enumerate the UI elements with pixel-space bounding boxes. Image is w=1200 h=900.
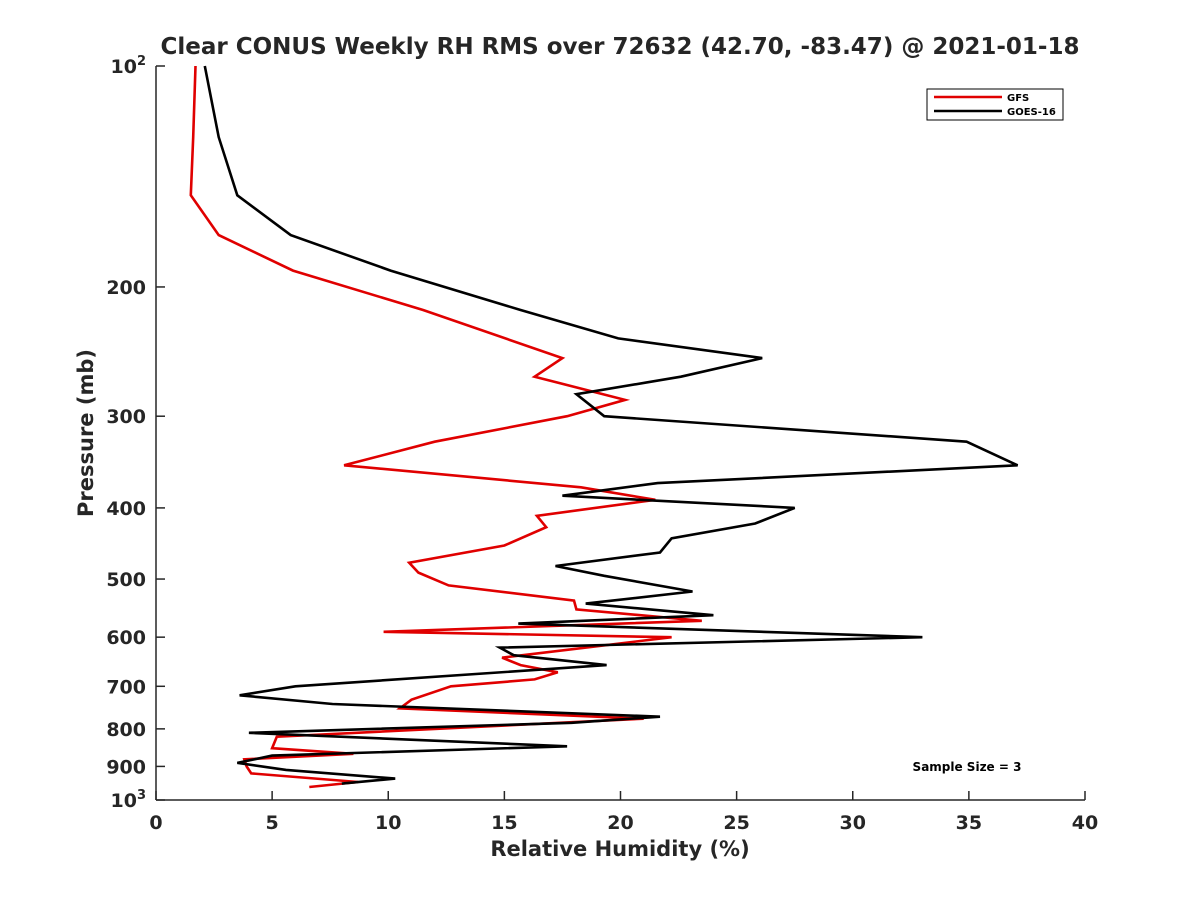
x-tick-label: 40 xyxy=(1072,812,1098,834)
x-tick-label: 10 xyxy=(375,812,401,834)
y-tick-label: 400 xyxy=(106,498,146,520)
y-ticks: 102 200 300 400 500 600 700 800 900 103 xyxy=(106,54,165,812)
x-ticks: 0 5 10 15 20 25 30 35 40 xyxy=(149,791,1098,834)
chart-title: Clear CONUS Weekly RH RMS over 72632 (42… xyxy=(161,34,1080,60)
x-tick-label: 5 xyxy=(266,812,279,834)
series-line-gfs xyxy=(189,65,702,789)
legend-label-gfs: GFS xyxy=(1007,93,1029,104)
y-tick-label: 700 xyxy=(106,676,146,698)
legend: GFS GOES-16 xyxy=(926,88,1064,121)
y-axis-label: Pressure (mb) xyxy=(74,349,98,517)
y-tick-label: 103 xyxy=(111,788,147,812)
y-tick-label: 200 xyxy=(106,277,146,299)
x-axis-label: Relative Humidity (%) xyxy=(490,837,749,861)
x-tick-label: 25 xyxy=(723,812,749,834)
series-layer xyxy=(189,65,1019,789)
x-tick-label: 30 xyxy=(840,812,866,834)
legend-label-goes16: GOES-16 xyxy=(1007,107,1056,118)
y-tick-label: 600 xyxy=(106,627,146,649)
x-tick-label: 15 xyxy=(491,812,517,834)
series-line-goes16 xyxy=(203,65,1019,785)
x-tick-label: 0 xyxy=(149,812,162,834)
y-tick-label: 900 xyxy=(106,756,146,778)
y-tick-label: 102 xyxy=(111,54,147,78)
sample-size-annotation: Sample Size = 3 xyxy=(913,760,1022,774)
y-tick-label: 500 xyxy=(106,569,146,591)
legend-box xyxy=(926,88,1064,121)
y-tick-label: 300 xyxy=(106,406,146,428)
x-tick-label: 35 xyxy=(956,812,982,834)
y-tick-label: 800 xyxy=(106,719,146,741)
x-tick-label: 20 xyxy=(607,812,633,834)
